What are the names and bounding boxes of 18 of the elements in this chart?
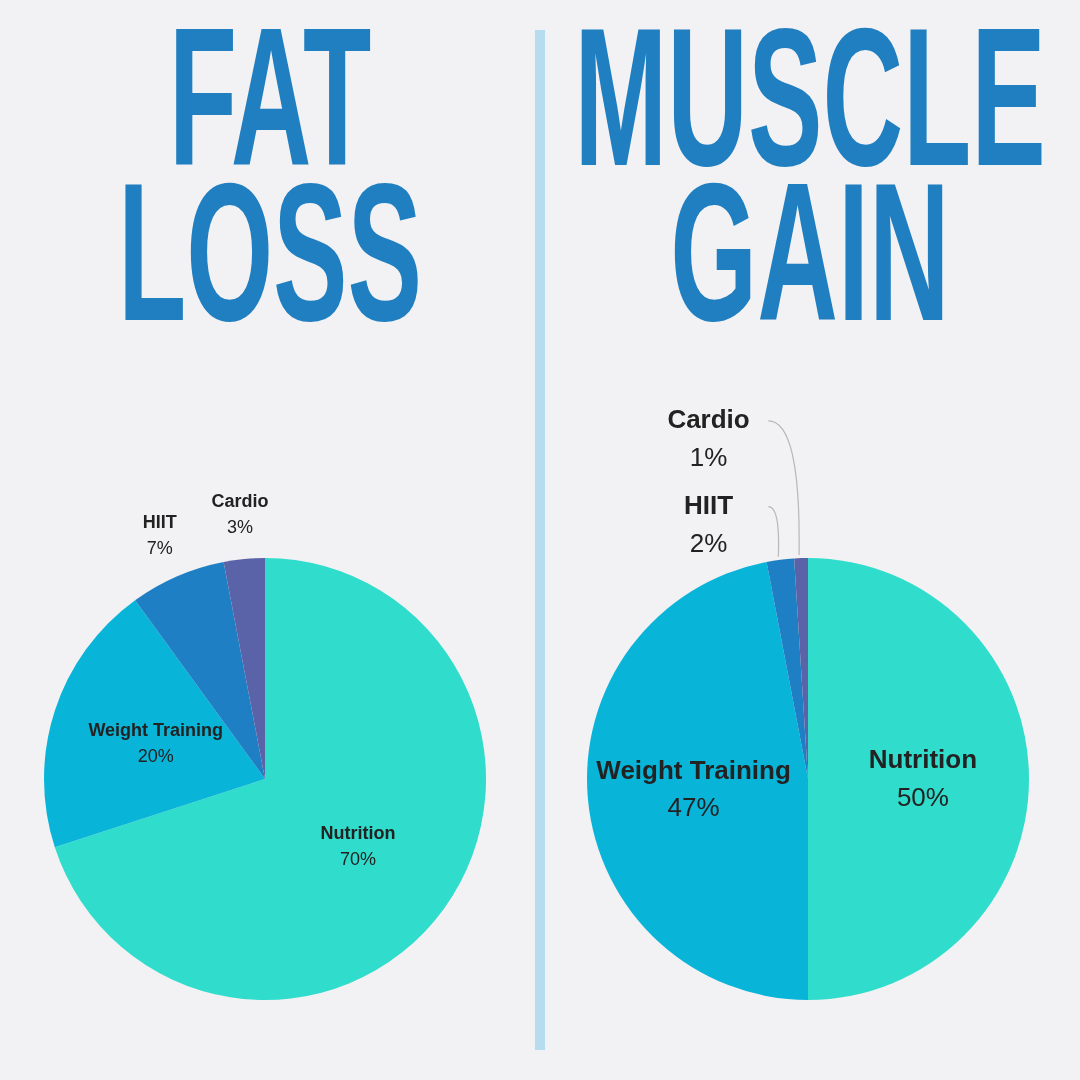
data-label: 47% xyxy=(667,792,720,823)
data-label: 1% xyxy=(689,441,728,472)
data-label: 50% xyxy=(896,781,949,812)
data-label: 20% xyxy=(137,745,174,766)
slice-label: Nutrition xyxy=(868,743,978,774)
slice-label: Cardio xyxy=(667,404,750,435)
slice-label: Weight Training xyxy=(596,754,791,785)
data-label: 3% xyxy=(227,517,254,538)
data-label: 2% xyxy=(689,527,728,558)
chart-title: MUSCLE GAIN xyxy=(574,0,1046,362)
slice-label: HIIT xyxy=(684,489,734,520)
slice-label: Weight Training xyxy=(88,719,224,740)
slice-label: Nutrition xyxy=(320,822,396,843)
data-label: 7% xyxy=(146,538,173,559)
slice-label: HIIT xyxy=(142,511,177,532)
chart-title: FAT LOSS xyxy=(117,0,423,362)
slice-label: Cardio xyxy=(211,491,269,512)
data-label: 70% xyxy=(339,849,376,870)
